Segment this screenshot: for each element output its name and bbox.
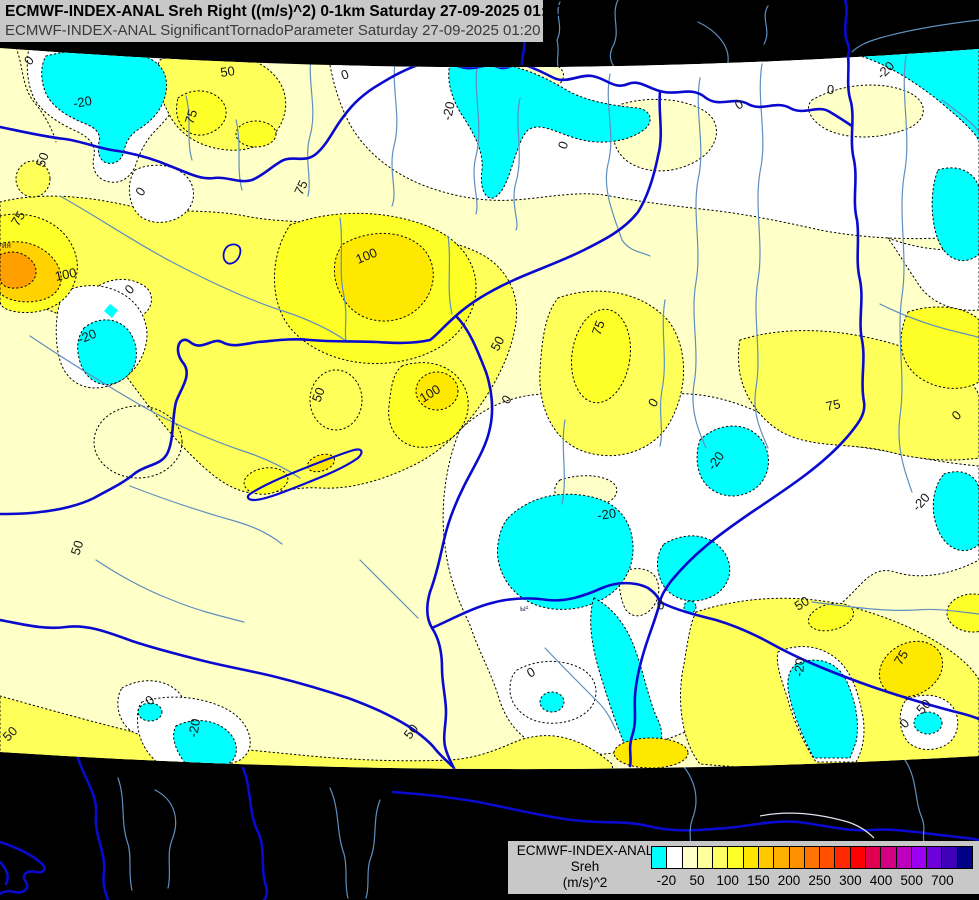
contour-value-label: -20 (791, 657, 808, 677)
cyan-zones (41, 48, 979, 765)
contour-value-label: 0 (827, 82, 834, 97)
contour-value-label: 0 (656, 597, 666, 613)
contour-value-label: 100 (54, 265, 78, 284)
colorbar (651, 846, 973, 869)
contour-value-label: 75 (182, 108, 201, 126)
contour-value-label: 0 (555, 139, 572, 151)
colorbar-cell (758, 847, 775, 868)
offmap-rivers-bottom (0, 756, 979, 900)
colorbar-cell (789, 847, 805, 868)
colorbar-cell (865, 847, 882, 868)
contour-value-label: -20 (596, 506, 617, 523)
title-line-secondary: ECMWF-INDEX-ANAL SignificantTornadoParam… (5, 22, 541, 39)
colorbar-cell (942, 847, 958, 868)
colorbar-cell (743, 847, 759, 868)
contour-value-label: 75 (589, 318, 608, 337)
contour-value-label: 75 (825, 396, 842, 414)
legend-panel: ECMWF-INDEX-ANAL Sreh (m/s)^2 -20 50 100 15… (508, 841, 979, 894)
colorbar-cell (835, 847, 851, 868)
colorbar-cell (896, 847, 912, 868)
colorbar-cell (682, 847, 698, 868)
colorbar-tick-label: -20 (656, 873, 677, 888)
contour-value-label: 75 (891, 647, 911, 667)
major-rivers (0, 48, 979, 770)
gold-orange-zones (0, 232, 944, 698)
colorbar-cell (804, 847, 821, 868)
colorbar-tick-label: 200 (777, 873, 801, 888)
colorbar-tick-label: 100 (716, 873, 739, 888)
colorbar-tick-label: 700 (931, 873, 954, 888)
contour-value-label: 50 (68, 539, 87, 557)
contour-value-label: 50 (792, 593, 812, 613)
lake-neusiedl (222, 243, 242, 265)
colorbar-tick-label: 500 (900, 873, 923, 888)
bottom-edge-bright-spot (613, 737, 689, 769)
contour-value-label: 0 (339, 66, 351, 83)
colorbar-cell (911, 847, 928, 868)
colorbar-cell (774, 847, 790, 868)
contour-value-label: 50 (33, 150, 52, 169)
legend-text-block: ECMWF-INDEX-ANAL Sreh (m/s)^2 (516, 843, 654, 891)
contour-value-label: -20 (72, 93, 93, 111)
colorbar-cell (957, 847, 972, 868)
colorbar-tick-label: 250 (808, 873, 831, 888)
contour-value-label: 75 (8, 208, 28, 228)
colorbar-cell (927, 847, 943, 868)
station-micro-label: йя (2, 241, 11, 250)
contour-value-label: -20 (76, 326, 99, 347)
contour-value-label: 75 (291, 178, 311, 197)
colorbar-cell (667, 847, 683, 868)
colorbar-cell (881, 847, 897, 868)
contour-value-label: 50 (219, 63, 235, 80)
contour-value-label: -20 (185, 717, 203, 738)
micro-labels: йя ы¹ (2, 241, 529, 613)
colorbar-tick-label: 50 (689, 873, 705, 888)
colorbar-tick-label: 150 (747, 873, 770, 888)
colorbar-cell (652, 847, 668, 868)
title-bar: ECMWF-INDEX-ANAL Sreh Right ((m/s)^2) 0-… (0, 0, 563, 42)
title-line-primary: ECMWF-INDEX-ANAL Sreh Right ((m/s)^2) 0-… (5, 3, 564, 20)
contour-value-label: -20 (439, 100, 458, 122)
colorbar-cell (697, 847, 714, 868)
station-micro-label: ы¹ (520, 604, 529, 613)
colorbar-cell (820, 847, 836, 868)
colorbar-cell (850, 847, 866, 868)
legend-parameter-label: Sreh (570, 859, 600, 874)
contour-value-label: 50 (487, 334, 507, 354)
colorbar-cell (728, 847, 744, 868)
colorbar-cell (713, 847, 729, 868)
lake-balaton (246, 448, 363, 502)
legend-source-label: ECMWF-INDEX-ANAL (516, 843, 654, 858)
colorbar-tick-label: 400 (869, 873, 893, 888)
map-domain (0, 48, 979, 770)
contour-value-label: 50 (309, 385, 328, 404)
streams (29, 49, 979, 731)
colorbar-tick-label: 300 (839, 873, 862, 888)
legend-unit-label: (m/s)^2 (562, 875, 608, 890)
open-contour (13, 48, 57, 143)
